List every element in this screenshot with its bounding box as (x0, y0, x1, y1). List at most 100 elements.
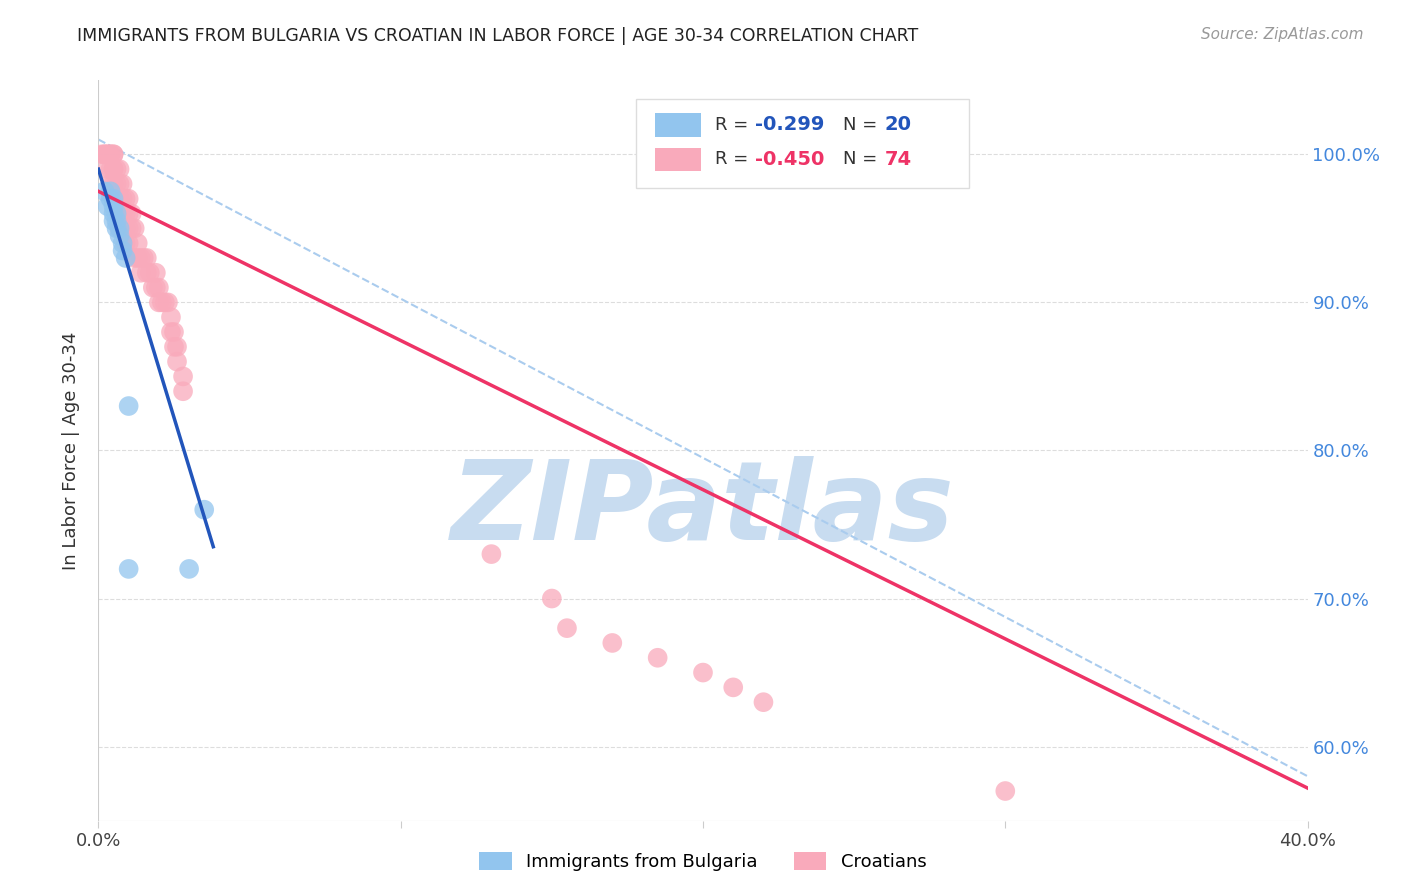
Point (163, 325, 186, 339)
Point (96, 199, 118, 213)
Point (179, 562, 201, 576)
Point (172, 384, 194, 399)
Point (103, 199, 125, 213)
Point (118, 221, 141, 235)
Point (118, 206, 141, 220)
Point (100, 147, 122, 161)
Point (108, 177, 131, 191)
Point (121, 206, 143, 220)
FancyBboxPatch shape (637, 99, 969, 187)
Point (100, 185, 122, 199)
Point (166, 340, 188, 354)
Point (163, 340, 186, 354)
Point (148, 295, 170, 310)
Point (103, 162, 125, 177)
Point (111, 244, 134, 258)
Text: 74: 74 (884, 150, 911, 169)
Point (103, 177, 125, 191)
Point (93, 147, 115, 161)
Point (540, 591, 562, 606)
Point (752, 695, 775, 709)
Point (100, 162, 122, 177)
Point (96, 147, 118, 161)
Point (121, 221, 143, 235)
Point (118, 399, 141, 413)
Point (118, 562, 141, 576)
Text: Source: ZipAtlas.com: Source: ZipAtlas.com (1201, 27, 1364, 42)
Point (148, 280, 170, 294)
Point (145, 266, 167, 280)
Point (108, 206, 131, 220)
Text: N =: N = (844, 151, 883, 169)
Point (103, 147, 125, 161)
Point (150, 295, 173, 310)
Text: ZIPatlas: ZIPatlas (451, 456, 955, 563)
Point (93, 147, 115, 161)
Point (129, 266, 152, 280)
Point (111, 221, 134, 235)
Point (172, 369, 194, 384)
Point (132, 251, 155, 265)
Point (602, 636, 624, 650)
Point (103, 192, 125, 206)
Point (105, 177, 128, 191)
Point (160, 310, 183, 325)
Point (114, 251, 136, 265)
Point (135, 266, 157, 280)
Point (692, 665, 714, 680)
Point (723, 681, 745, 695)
Point (108, 192, 131, 206)
Point (156, 295, 179, 310)
Point (111, 192, 134, 206)
Point (100, 192, 122, 206)
Point (103, 162, 125, 177)
Point (103, 147, 125, 161)
Point (114, 206, 136, 220)
Text: IMMIGRANTS FROM BULGARIA VS CROATIAN IN LABOR FORCE | AGE 30-34 CORRELATION CHAR: IMMIGRANTS FROM BULGARIA VS CROATIAN IN … (77, 27, 918, 45)
Point (105, 206, 128, 220)
Point (127, 236, 149, 251)
Point (111, 177, 134, 191)
Point (153, 295, 176, 310)
Point (90, 147, 112, 161)
Text: -0.450: -0.450 (755, 150, 824, 169)
Point (118, 236, 141, 251)
Point (103, 192, 125, 206)
Point (139, 266, 162, 280)
Point (108, 162, 131, 177)
Point (114, 236, 136, 251)
Text: -0.299: -0.299 (755, 115, 824, 134)
Point (166, 354, 188, 368)
Point (111, 236, 134, 251)
Point (100, 177, 122, 191)
Text: R =: R = (716, 151, 754, 169)
Point (108, 221, 131, 235)
Point (555, 621, 578, 635)
Legend: Immigrants from Bulgaria, Croatians: Immigrants from Bulgaria, Croatians (472, 845, 934, 879)
Point (108, 228, 131, 243)
Point (114, 221, 136, 235)
Point (129, 251, 152, 265)
Point (105, 192, 128, 206)
Point (135, 251, 157, 265)
Point (124, 221, 146, 235)
Point (994, 784, 1017, 798)
Point (111, 206, 134, 220)
Point (105, 221, 128, 235)
Point (193, 502, 215, 516)
Point (105, 214, 128, 228)
Point (96, 162, 118, 177)
Point (96, 147, 118, 161)
Point (114, 192, 136, 206)
Point (93, 185, 115, 199)
Text: N =: N = (844, 116, 883, 134)
Bar (655, 148, 700, 171)
Text: 20: 20 (884, 115, 911, 134)
Point (127, 251, 149, 265)
Point (124, 251, 146, 265)
Y-axis label: In Labor Force | Age 30-34: In Labor Force | Age 30-34 (62, 331, 80, 570)
Point (103, 206, 125, 220)
Point (647, 650, 669, 665)
Point (105, 162, 128, 177)
Text: R =: R = (716, 116, 754, 134)
